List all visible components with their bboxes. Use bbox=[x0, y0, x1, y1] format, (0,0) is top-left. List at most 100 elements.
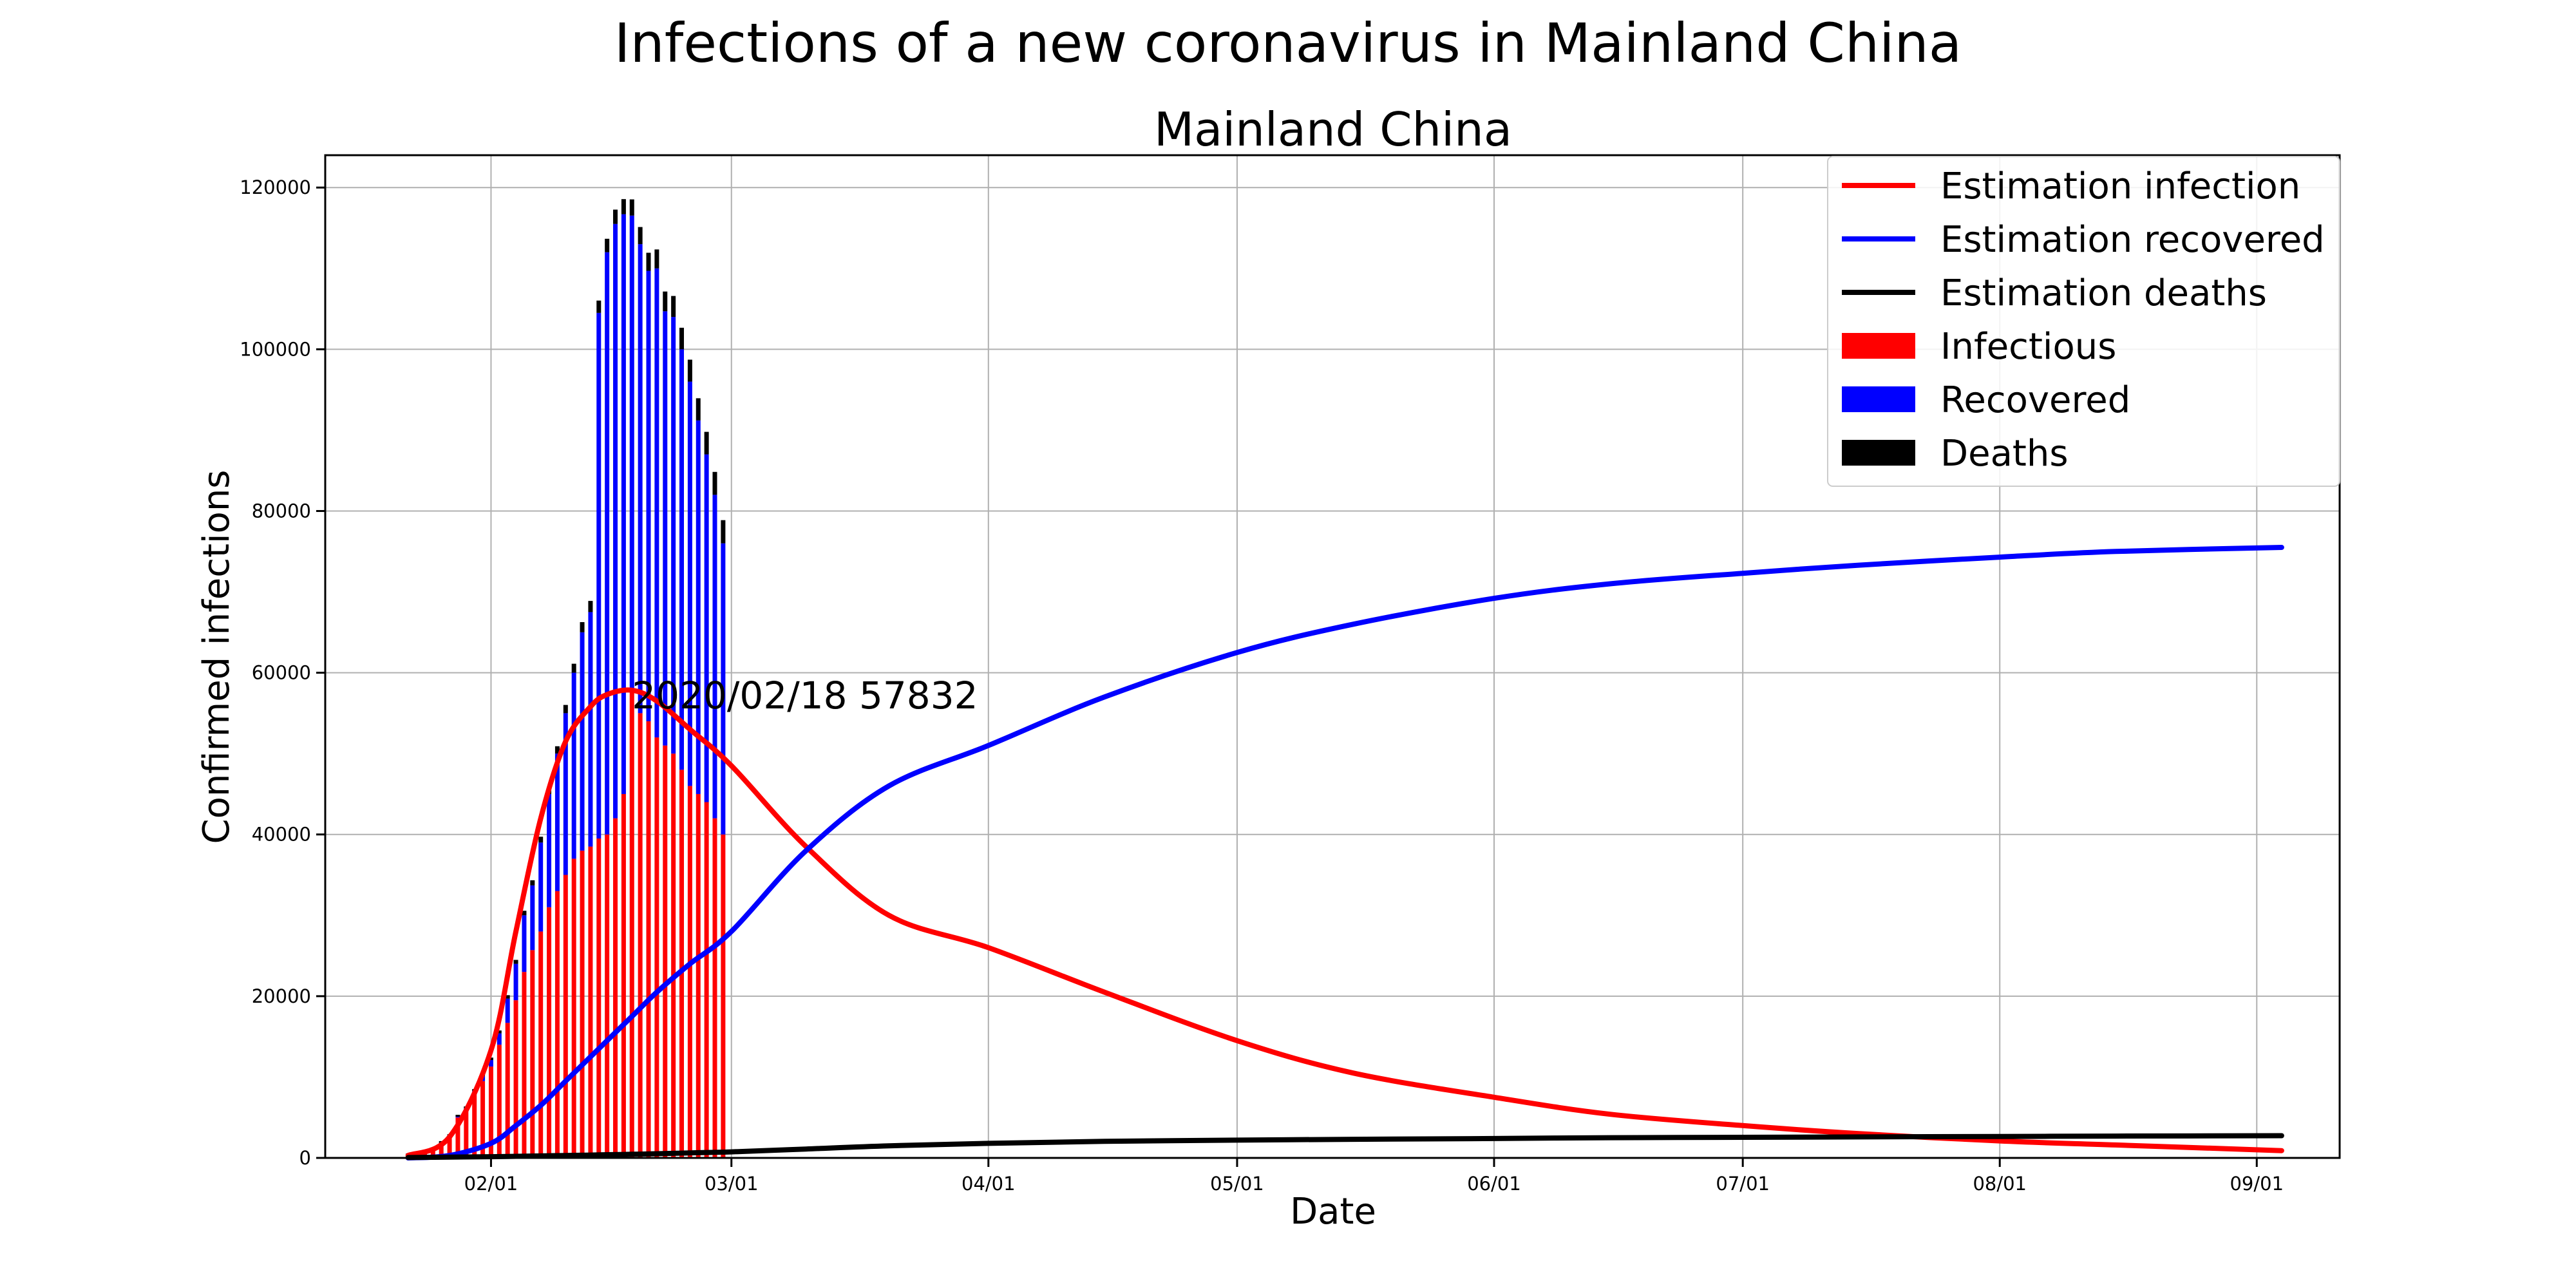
bar-deaths bbox=[654, 249, 659, 269]
figure-suptitle: Infections of a new coronavirus in Mainl… bbox=[614, 12, 1962, 75]
bar-deaths bbox=[522, 911, 527, 916]
bar-deaths bbox=[605, 238, 610, 252]
x-axis-label: Date bbox=[1290, 1191, 1376, 1233]
x-tick-label: 08/01 bbox=[1973, 1173, 2027, 1195]
y-tick-label: 20000 bbox=[252, 985, 311, 1007]
bar-infectious bbox=[613, 818, 618, 1158]
bar-deaths bbox=[588, 601, 593, 612]
legend-box bbox=[1827, 156, 2340, 487]
bar-deaths bbox=[571, 663, 576, 673]
bar-deaths bbox=[712, 471, 717, 495]
bar-deaths bbox=[455, 1115, 460, 1117]
bar-infectious bbox=[605, 834, 610, 1158]
legend-patch-swatch bbox=[1842, 440, 1915, 466]
bar-infectious bbox=[455, 1117, 460, 1158]
bar-deaths bbox=[488, 1057, 493, 1061]
bar-infectious bbox=[488, 1066, 493, 1158]
bar-recovered bbox=[547, 793, 552, 907]
legend-patch-swatch bbox=[1842, 333, 1915, 359]
bar-recovered bbox=[646, 270, 651, 721]
bars bbox=[406, 199, 726, 1158]
y-tick-label: 40000 bbox=[252, 824, 311, 846]
y-tick-label: 80000 bbox=[252, 500, 311, 522]
bar-infectious bbox=[638, 713, 643, 1158]
bar-deaths bbox=[696, 398, 701, 421]
legend-label: Estimation infection bbox=[1940, 166, 2300, 207]
bar-deaths bbox=[613, 209, 618, 224]
bar-infectious bbox=[480, 1081, 486, 1158]
x-tick-label: 09/01 bbox=[2230, 1173, 2284, 1195]
bar-deaths bbox=[663, 291, 668, 312]
bar-infectious bbox=[696, 793, 701, 1158]
bar-infectious bbox=[554, 891, 560, 1158]
bar-infectious bbox=[430, 1148, 435, 1158]
bar-infectious bbox=[538, 931, 544, 1158]
bar-infectious bbox=[621, 793, 626, 1158]
bar-deaths bbox=[704, 431, 709, 455]
legend-patch-swatch bbox=[1842, 386, 1915, 412]
bar-infectious bbox=[704, 802, 709, 1158]
bar-infectious bbox=[439, 1142, 444, 1158]
bar-infectious bbox=[671, 753, 676, 1158]
bar-infectious bbox=[721, 834, 726, 1158]
bar-infectious bbox=[505, 1023, 510, 1158]
x-tick-label: 05/01 bbox=[1210, 1173, 1264, 1195]
bar-infectious bbox=[646, 721, 651, 1158]
y-axis: 0 20000 40000 60000 80000 100000 120000 bbox=[240, 176, 325, 1169]
chart-title: Mainland China bbox=[1154, 102, 1512, 156]
legend-label: Deaths bbox=[1940, 433, 2069, 475]
bar-infectious bbox=[497, 1045, 502, 1158]
plot-frame bbox=[324, 154, 2341, 1159]
bar-recovered bbox=[588, 612, 593, 847]
bar-recovered bbox=[488, 1060, 493, 1067]
x-tick-label: 04/01 bbox=[961, 1173, 1016, 1195]
bar-infectious bbox=[679, 770, 685, 1158]
y-axis-label: Confirmed infections bbox=[196, 470, 238, 844]
bar-infectious bbox=[571, 858, 576, 1158]
bar-recovered bbox=[687, 381, 692, 786]
bar-deaths bbox=[679, 327, 685, 350]
bar-deaths bbox=[621, 199, 626, 214]
bar-recovered bbox=[554, 753, 560, 891]
bar-recovered bbox=[605, 252, 610, 835]
bar-recovered bbox=[621, 214, 626, 794]
y-tick-label: 0 bbox=[299, 1147, 311, 1169]
bar-recovered bbox=[497, 1033, 502, 1045]
bar-infectious bbox=[513, 1000, 518, 1158]
bar-recovered bbox=[563, 713, 568, 875]
legend-label: Recovered bbox=[1940, 379, 2130, 421]
bar-recovered bbox=[538, 842, 544, 932]
bar-infectious bbox=[464, 1110, 469, 1158]
bar-infectious bbox=[472, 1095, 477, 1158]
bar-infectious bbox=[447, 1136, 452, 1158]
bar-recovered bbox=[522, 915, 527, 972]
bar-recovered bbox=[654, 268, 659, 738]
bar-deaths bbox=[638, 227, 643, 245]
peak-annotation: 2020/02/18 57832 bbox=[632, 674, 978, 717]
bar-deaths bbox=[530, 880, 535, 886]
bar-infectious bbox=[422, 1151, 427, 1158]
bar-deaths bbox=[538, 837, 544, 843]
bar-deaths bbox=[596, 300, 601, 313]
bar-infectious bbox=[629, 690, 634, 1158]
legend-label: Infectious bbox=[1940, 326, 2116, 368]
bar-recovered bbox=[704, 454, 709, 802]
bar-recovered bbox=[663, 311, 668, 746]
bar-infectious bbox=[654, 737, 659, 1158]
legend: Estimation infection Estimation recovered… bbox=[1827, 156, 2340, 487]
bar-recovered bbox=[580, 632, 585, 851]
bar-deaths bbox=[687, 359, 692, 382]
bar-deaths bbox=[563, 705, 568, 714]
bar-recovered bbox=[629, 215, 634, 690]
legend-label: Estimation deaths bbox=[1940, 272, 2267, 314]
bar-recovered bbox=[613, 223, 618, 819]
bar-recovered bbox=[712, 495, 717, 819]
x-tick-label: 03/01 bbox=[705, 1173, 759, 1195]
bar-deaths bbox=[505, 995, 510, 999]
bar-recovered bbox=[530, 885, 535, 951]
bar-infectious bbox=[588, 846, 593, 1158]
y-tick-label: 60000 bbox=[252, 662, 311, 684]
bar-recovered bbox=[596, 312, 601, 839]
bar-recovered bbox=[505, 998, 510, 1023]
